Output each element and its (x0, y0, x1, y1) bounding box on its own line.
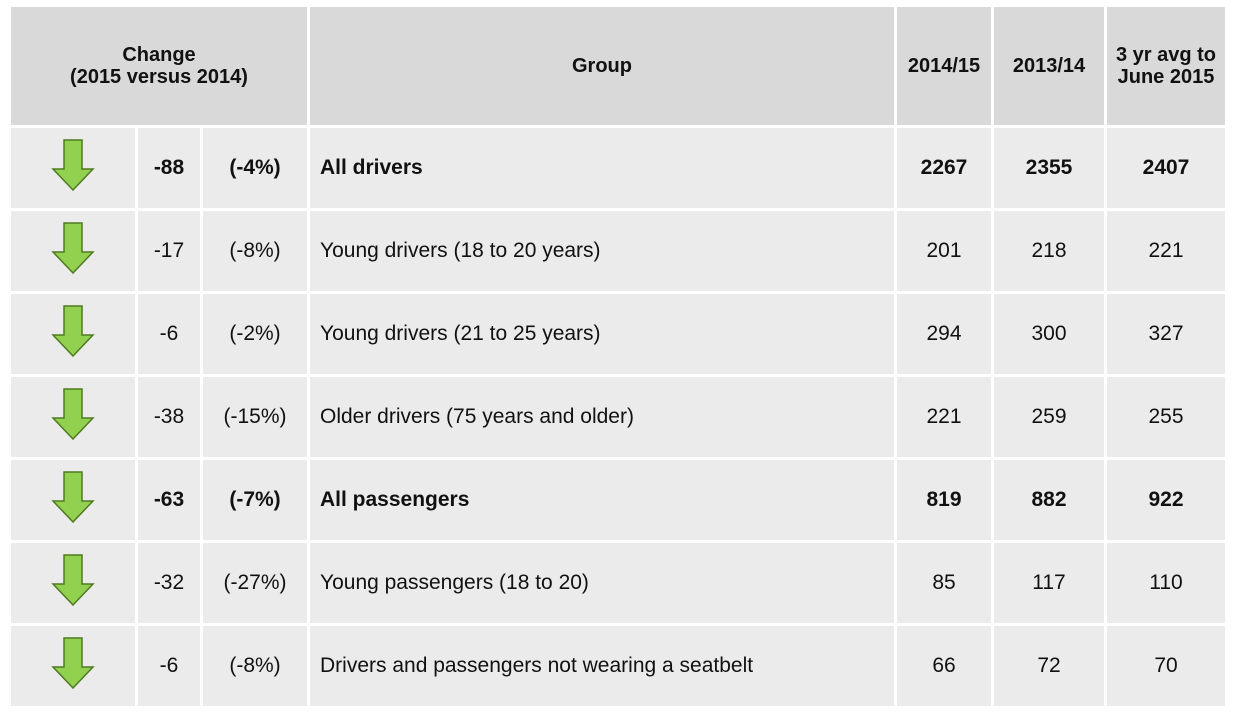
percent-cell: (-15%) (203, 377, 307, 457)
group-cell: Older drivers (75 years and older) (310, 377, 894, 457)
value-cell: 110 (1107, 543, 1225, 623)
arrow-cell (11, 377, 135, 457)
down-arrow (51, 471, 95, 524)
value-cell: 221 (897, 377, 991, 457)
change-cell: -88 (138, 128, 200, 208)
change-cell: -6 (138, 626, 200, 706)
arrow-cell (11, 626, 135, 706)
percent-cell: (-2%) (203, 294, 307, 374)
value-cell: 85 (897, 543, 991, 623)
table-row: -6 (-8%) Drivers and passengers not wearin… (11, 626, 1225, 706)
group-cell: Drivers and passengers not wearing a sea… (310, 626, 894, 706)
group-cell: Young drivers (21 to 25 years) (310, 294, 894, 374)
down-arrow (51, 139, 95, 192)
percent-cell: (-8%) (203, 626, 307, 706)
group-cell: All passengers (310, 460, 894, 540)
table-body: -88 (-4%) All drivers 2267 2355 2407 -17 (-8%) Y… (11, 128, 1225, 706)
column-header: 2014/15 (897, 7, 991, 125)
value-cell: 66 (897, 626, 991, 706)
value-cell: 218 (994, 211, 1104, 291)
group-header: Group (310, 7, 894, 125)
value-cell: 922 (1107, 460, 1225, 540)
percent-cell: (-7%) (203, 460, 307, 540)
value-cell: 117 (994, 543, 1104, 623)
down-arrow (51, 388, 95, 441)
value-cell: 300 (994, 294, 1104, 374)
value-cell: 327 (1107, 294, 1225, 374)
down-arrow (51, 222, 95, 275)
table-row: -17 (-8%) Young drivers (18 to 20 years) 20… (11, 211, 1225, 291)
table-row: -32 (-27%) Young passengers (18 to 20) 85 11… (11, 543, 1225, 623)
header-row: Change (2015 versus 2014) Group 2014/15 … (11, 7, 1225, 125)
group-cell: Young drivers (18 to 20 years) (310, 211, 894, 291)
change-cell: -38 (138, 377, 200, 457)
percent-cell: (-27%) (203, 543, 307, 623)
value-cell: 259 (994, 377, 1104, 457)
percent-cell: (-4%) (203, 128, 307, 208)
table-row: -38 (-15%) Older drivers (75 years and old… (11, 377, 1225, 457)
change-cell: -63 (138, 460, 200, 540)
change-cell: -32 (138, 543, 200, 623)
value-cell: 70 (1107, 626, 1225, 706)
table-row: -63 (-7%) All passengers 819 882 922 (11, 460, 1225, 540)
group-cell: All drivers (310, 128, 894, 208)
arrow-cell (11, 543, 135, 623)
percent-cell: (-8%) (203, 211, 307, 291)
arrow-cell (11, 128, 135, 208)
arrow-cell (11, 460, 135, 540)
column-header: 3 yr avg to June 2015 (1107, 7, 1225, 125)
down-arrow (51, 637, 95, 690)
change-cell: -6 (138, 294, 200, 374)
arrow-cell (11, 294, 135, 374)
value-cell: 2267 (897, 128, 991, 208)
down-arrow (51, 554, 95, 607)
value-cell: 221 (1107, 211, 1225, 291)
value-cell: 819 (897, 460, 991, 540)
value-cell: 294 (897, 294, 991, 374)
table-row: -88 (-4%) All drivers 2267 2355 2407 (11, 128, 1225, 208)
value-cell: 72 (994, 626, 1104, 706)
group-cell: Young passengers (18 to 20) (310, 543, 894, 623)
column-header: 2013/14 (994, 7, 1104, 125)
table-row: -6 (-2%) Young drivers (21 to 25 years) 294… (11, 294, 1225, 374)
data-table: Change (2015 versus 2014) Group 2014/15 … (8, 4, 1228, 709)
value-cell: 255 (1107, 377, 1225, 457)
change-header: Change (2015 versus 2014) (11, 7, 307, 125)
change-cell: -17 (138, 211, 200, 291)
arrow-cell (11, 211, 135, 291)
header-line: (2015 versus 2014) (70, 66, 248, 88)
value-cell: 2407 (1107, 128, 1225, 208)
value-cell: 882 (994, 460, 1104, 540)
value-cell: 2355 (994, 128, 1104, 208)
value-cell: 201 (897, 211, 991, 291)
down-arrow (51, 305, 95, 358)
header-line: Change (122, 44, 196, 66)
